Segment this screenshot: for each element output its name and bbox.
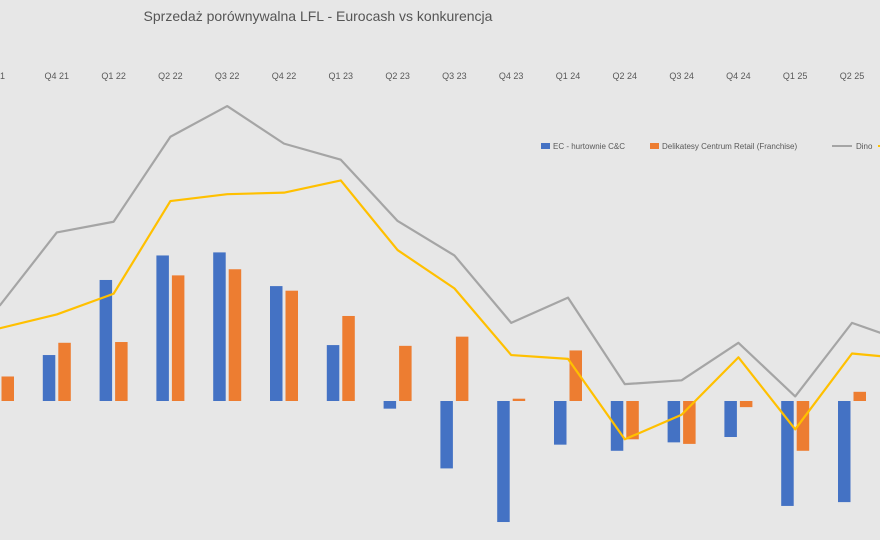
bar-ec-hurtownie <box>326 345 340 401</box>
legend-ec-hurtownie-swatch <box>541 143 550 149</box>
bar-delikatesy-centrum <box>342 315 355 401</box>
bar-ec-hurtownie <box>724 401 737 438</box>
bar-delikatesy-centrum <box>1 376 14 401</box>
x-tick-label: Q2 23 <box>385 71 410 81</box>
bar-ec-hurtownie <box>497 401 510 523</box>
legend-ec-hurtownie-label: EC - hurtownie C&C <box>553 142 625 151</box>
x-tick-label: Q4 24 <box>726 71 751 81</box>
bar-delikatesy-centrum <box>58 342 71 401</box>
x-tick-label: Q3 23 <box>442 71 467 81</box>
x-tick-label: Q4 23 <box>499 71 524 81</box>
bar-delikatesy-centrum <box>399 345 412 401</box>
bar-ec-hurtownie <box>156 255 169 401</box>
x-tick-label: Q2 24 <box>613 71 638 81</box>
x-tick-label: 21 <box>0 71 5 81</box>
bar-delikatesy-centrum <box>512 398 526 401</box>
bar-ec-hurtownie <box>838 401 851 503</box>
legend-delikatesy-centrum-label: Delikatesy Centrum Retail (Franchise) <box>662 142 797 151</box>
bars <box>1 252 866 523</box>
x-tick-label: Q1 22 <box>101 71 126 81</box>
bar-delikatesy-centrum <box>115 342 128 401</box>
bar-ec-hurtownie <box>383 401 397 409</box>
bar-delikatesy-centrum <box>626 401 639 440</box>
x-axis-ticks: 21 Q4 21 Q1 22 Q2 22 Q3 22 Q4 22 Q1 23 Q2 23 Q3 … <box>0 71 864 81</box>
bar-delikatesy-centrum <box>171 275 185 401</box>
bar-ec-hurtownie <box>99 279 113 401</box>
bar-delikatesy-centrum <box>683 401 696 444</box>
chart-title: Sprzedaż porównywalna LFL - Eurocash vs … <box>144 8 493 24</box>
x-tick-label: Q4 21 <box>45 71 70 81</box>
bar-delikatesy-centrum <box>285 290 298 401</box>
legend-delikatesy-centrum-swatch <box>650 143 659 149</box>
bar-delikatesy-centrum <box>228 269 242 401</box>
bar-ec-hurtownie <box>213 252 226 401</box>
bar-ec-hurtownie <box>440 401 453 469</box>
x-tick-label: Q2 22 <box>158 71 183 81</box>
x-tick-label: Q4 22 <box>272 71 297 81</box>
x-tick-label: Q2 25 <box>840 71 865 81</box>
line-dino <box>0 104 880 398</box>
lines <box>0 104 880 441</box>
bar-ec-hurtownie <box>554 401 567 445</box>
legend: EC - hurtownie C&C Delikatesy Centrum Ret… <box>541 142 880 151</box>
bar-delikatesy-centrum <box>853 391 866 401</box>
legend-dino-label: Dino <box>856 142 873 151</box>
bar-delikatesy-centrum <box>739 401 753 408</box>
x-tick-label: Q1 24 <box>556 71 581 81</box>
x-tick-label: Q3 24 <box>669 71 694 81</box>
line-series-2 <box>0 179 880 441</box>
bar-ec-hurtownie <box>667 401 681 443</box>
x-tick-label: Q1 23 <box>329 71 354 81</box>
x-tick-label: Q3 22 <box>215 71 240 81</box>
bar-delikatesy-centrum <box>569 350 582 401</box>
bar-ec-hurtownie <box>42 355 56 401</box>
x-tick-label: Q1 25 <box>783 71 808 81</box>
bar-ec-hurtownie <box>610 401 624 451</box>
bar-delikatesy-centrum <box>455 336 469 401</box>
bar-ec-hurtownie <box>270 286 283 401</box>
bar-ec-hurtownie <box>781 401 794 506</box>
